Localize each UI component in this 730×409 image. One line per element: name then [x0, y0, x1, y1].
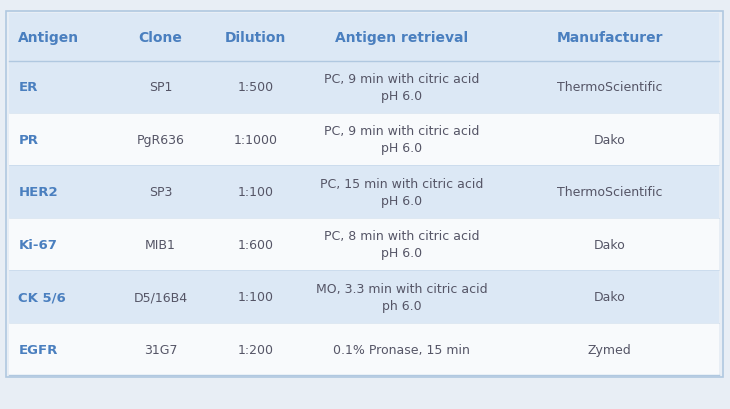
Text: Antigen retrieval: Antigen retrieval [335, 31, 468, 45]
FancyBboxPatch shape [9, 61, 719, 114]
Text: HER2: HER2 [18, 186, 58, 199]
Text: PR: PR [18, 133, 38, 146]
Text: 1:100: 1:100 [237, 186, 274, 199]
Text: 1:500: 1:500 [237, 81, 274, 94]
FancyBboxPatch shape [9, 166, 719, 218]
Text: D5/16B4: D5/16B4 [134, 290, 188, 303]
Text: 31G7: 31G7 [144, 343, 177, 356]
Text: PC, 8 min with citric acid
pH 6.0: PC, 8 min with citric acid pH 6.0 [323, 229, 480, 260]
Text: PC, 9 min with citric acid
pH 6.0: PC, 9 min with citric acid pH 6.0 [324, 72, 479, 103]
Text: Zymed: Zymed [588, 343, 631, 356]
Text: 1:200: 1:200 [237, 343, 274, 356]
Text: 1:100: 1:100 [237, 290, 274, 303]
Text: PgR636: PgR636 [137, 133, 185, 146]
Text: 0.1% Pronase, 15 min: 0.1% Pronase, 15 min [333, 343, 470, 356]
FancyBboxPatch shape [9, 114, 719, 166]
Text: Dako: Dako [593, 290, 626, 303]
Text: CK 5/6: CK 5/6 [18, 290, 66, 303]
Text: Dako: Dako [593, 133, 626, 146]
Text: MO, 3.3 min with citric acid
ph 6.0: MO, 3.3 min with citric acid ph 6.0 [315, 282, 488, 312]
Text: Antigen: Antigen [18, 31, 80, 45]
Text: 1:1000: 1:1000 [234, 133, 277, 146]
Text: SP3: SP3 [149, 186, 172, 199]
FancyBboxPatch shape [9, 14, 719, 61]
Text: PC, 15 min with citric acid
pH 6.0: PC, 15 min with citric acid pH 6.0 [320, 177, 483, 207]
Text: ThermoScientific: ThermoScientific [557, 81, 662, 94]
Text: SP1: SP1 [149, 81, 172, 94]
Text: ER: ER [18, 81, 38, 94]
FancyBboxPatch shape [9, 271, 719, 323]
Text: MIB1: MIB1 [145, 238, 176, 251]
FancyBboxPatch shape [9, 323, 719, 375]
Text: Dako: Dako [593, 238, 626, 251]
FancyBboxPatch shape [9, 218, 719, 271]
Text: ThermoScientific: ThermoScientific [557, 186, 662, 199]
Text: 1:600: 1:600 [237, 238, 274, 251]
Text: Clone: Clone [139, 31, 182, 45]
Text: EGFR: EGFR [18, 343, 58, 356]
Text: Manufacturer: Manufacturer [556, 31, 663, 45]
Text: PC, 9 min with citric acid
pH 6.0: PC, 9 min with citric acid pH 6.0 [324, 125, 479, 155]
Text: Ki-67: Ki-67 [18, 238, 57, 251]
Text: Dilution: Dilution [225, 31, 286, 45]
